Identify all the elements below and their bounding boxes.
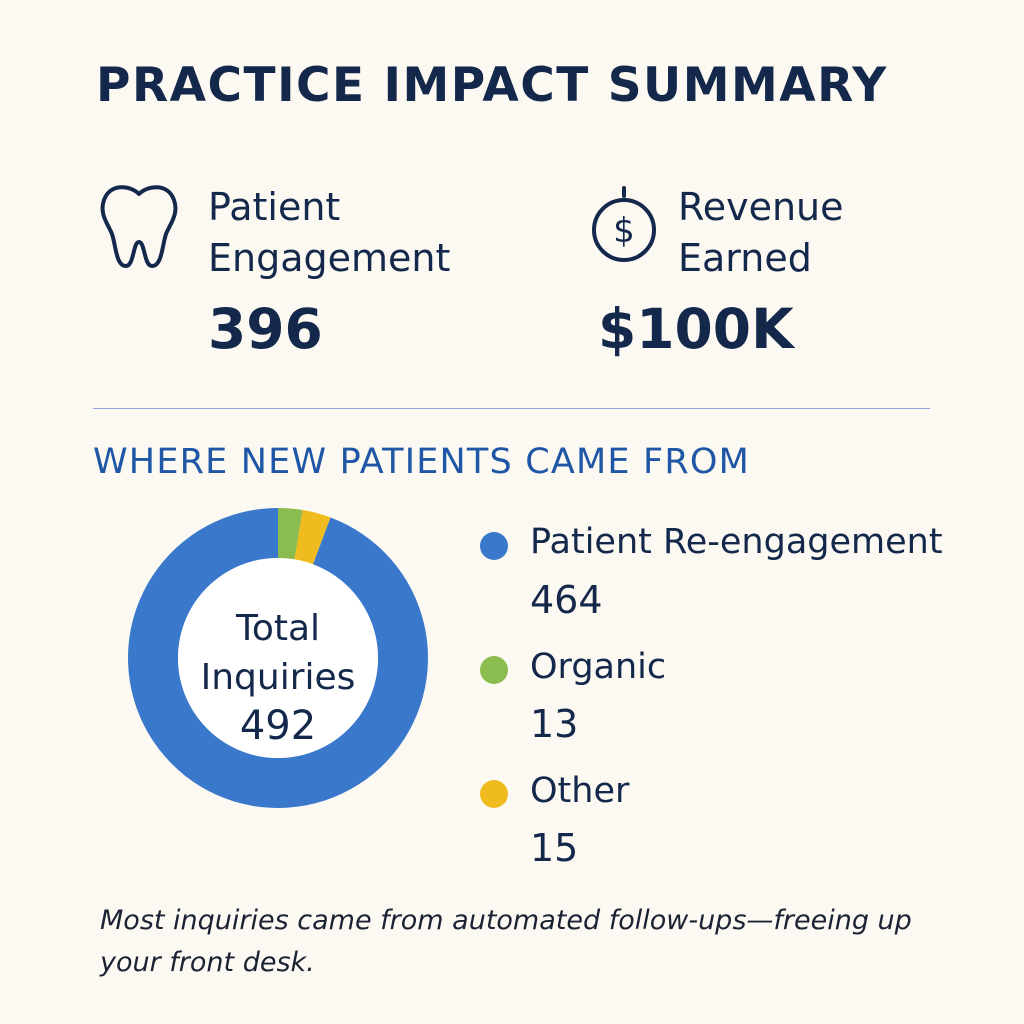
donut-center-label: Total Inquiries bbox=[180, 604, 376, 702]
kpi-label: Patient Engagement bbox=[208, 182, 508, 284]
dollar-icon: $ bbox=[592, 186, 656, 262]
legend-value: 13 bbox=[530, 702, 579, 746]
donut-center-label-line: Inquiries bbox=[200, 657, 356, 698]
page-title: PRACTICE IMPACT SUMMARY bbox=[96, 58, 888, 113]
legend-label: Organic bbox=[530, 647, 667, 687]
footnote: Most inquiries came from automated follo… bbox=[100, 905, 912, 978]
donut-slice-patient-re-engagement bbox=[128, 508, 428, 808]
donut-slice-organic bbox=[278, 508, 303, 560]
svg-text:$: $ bbox=[613, 211, 635, 251]
kpi-value: $100K bbox=[598, 297, 794, 361]
kpi-label-line: Patient bbox=[208, 185, 341, 229]
legend-swatch bbox=[480, 656, 508, 684]
donut-slice-other bbox=[294, 510, 331, 565]
legend-label: Other bbox=[530, 771, 630, 811]
legend-value: 15 bbox=[530, 826, 579, 870]
legend-label: Patient Re-engagement bbox=[530, 522, 943, 562]
donut-chart bbox=[128, 508, 428, 808]
kpi-label-line: Engagement bbox=[208, 236, 451, 280]
legend-swatch bbox=[480, 532, 508, 560]
kpi-label-line: Revenue bbox=[678, 185, 844, 229]
section-divider bbox=[93, 408, 930, 409]
tooth-icon bbox=[100, 185, 178, 268]
kpi-label: Revenue Earned bbox=[678, 182, 978, 284]
donut-center-label-line: Total bbox=[235, 608, 321, 649]
kpi-value: 396 bbox=[208, 297, 323, 361]
legend-value: 464 bbox=[530, 578, 603, 622]
donut-center-value: 492 bbox=[239, 703, 317, 749]
section-title: WHERE NEW PATIENTS CAME FROM bbox=[93, 442, 751, 482]
kpi-label-line: Earned bbox=[678, 236, 812, 280]
legend-swatch bbox=[480, 780, 508, 808]
donut-hole bbox=[178, 558, 378, 758]
